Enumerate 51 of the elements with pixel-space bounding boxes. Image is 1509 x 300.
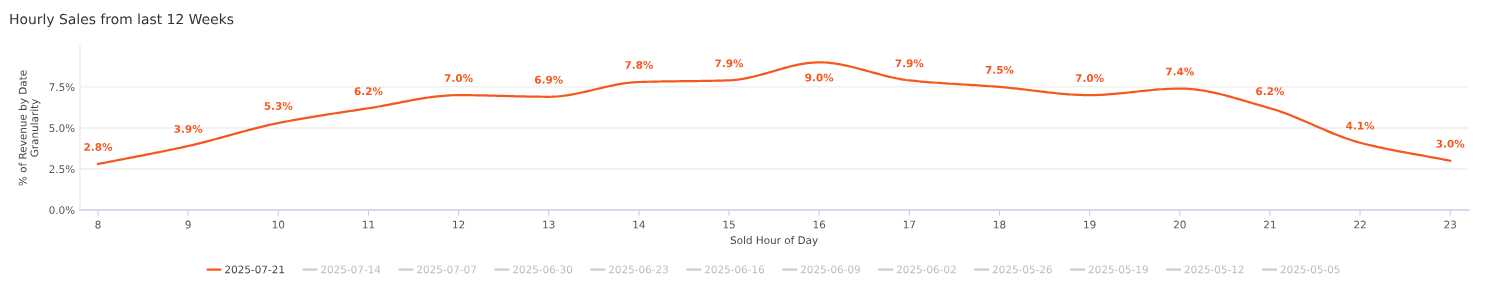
y-axis-title: % of Revenue by Date Granularity: [18, 70, 41, 186]
data-label: 7.9%: [895, 59, 924, 68]
legend-label: 2025-07-21: [225, 265, 285, 274]
data-label: 7.0%: [1075, 74, 1104, 82]
data-label: 3.9%: [174, 124, 203, 133]
data-label: 3.0%: [1436, 139, 1465, 148]
x-tick-label: 9: [185, 220, 191, 229]
x-tick-label: 22: [1354, 220, 1366, 229]
x-tick-label: 15: [723, 220, 735, 229]
x-tick-label: 13: [543, 220, 555, 229]
x-tick-label: 12: [453, 220, 465, 229]
data-label: 7.5%: [985, 65, 1014, 74]
y-tick-label: 7.5%: [49, 83, 75, 92]
y-tick-label: 5.0%: [49, 124, 75, 133]
data-label: 7.0%: [444, 74, 473, 82]
data-label: 6.2%: [354, 87, 383, 96]
data-label: 7.9%: [715, 59, 744, 68]
x-tick-label: 19: [1084, 220, 1096, 229]
legend-label: 2025-06-23: [609, 265, 668, 274]
x-tick-label: 23: [1444, 220, 1457, 229]
data-label: 5.3%: [264, 102, 293, 110]
x-tick-label: 17: [903, 220, 916, 229]
x-tick-label: 14: [633, 220, 645, 229]
x-tick-label: 11: [362, 220, 375, 229]
legend-label: 2025-06-02: [896, 265, 956, 274]
data-label: 7.4%: [1166, 67, 1194, 76]
data-label: 7.8%: [625, 60, 654, 69]
y-tick-label: 2.5%: [49, 165, 75, 174]
legend-label: 2025-06-16: [704, 265, 765, 274]
data-label: 9.0%: [805, 73, 834, 82]
legend-label: 2025-06-09: [800, 265, 860, 274]
legend-label: 2025-07-14: [321, 265, 381, 274]
data-label: 4.1%: [1346, 121, 1375, 130]
legend-label: 2025-06-30: [513, 265, 573, 274]
x-tick-label: 10: [272, 220, 285, 229]
data-label: 6.2%: [1256, 87, 1285, 96]
data-label: 6.9%: [534, 75, 563, 84]
legend-label: 2025-05-26: [992, 265, 1052, 274]
x-tick-label: 20: [1173, 220, 1186, 229]
legend-label: 2025-05-12: [1184, 265, 1244, 274]
legend-label: 2025-05-19: [1088, 265, 1148, 274]
x-tick-label: 18: [994, 220, 1006, 229]
y-tick-label: 0.0%: [49, 206, 75, 215]
x-tick-label: 16: [813, 220, 826, 229]
legend-label: 2025-05-05: [1280, 265, 1340, 274]
x-tick-label: 21: [1264, 220, 1276, 229]
chart-title: Hourly Sales from last 12 Weeks: [10, 13, 234, 27]
x-tick-label: 8: [95, 220, 101, 229]
data-label: 2.8%: [84, 143, 113, 151]
legend-label: 2025-07-07: [417, 265, 476, 274]
x-axis-title: Sold Hour of Day: [730, 236, 818, 247]
